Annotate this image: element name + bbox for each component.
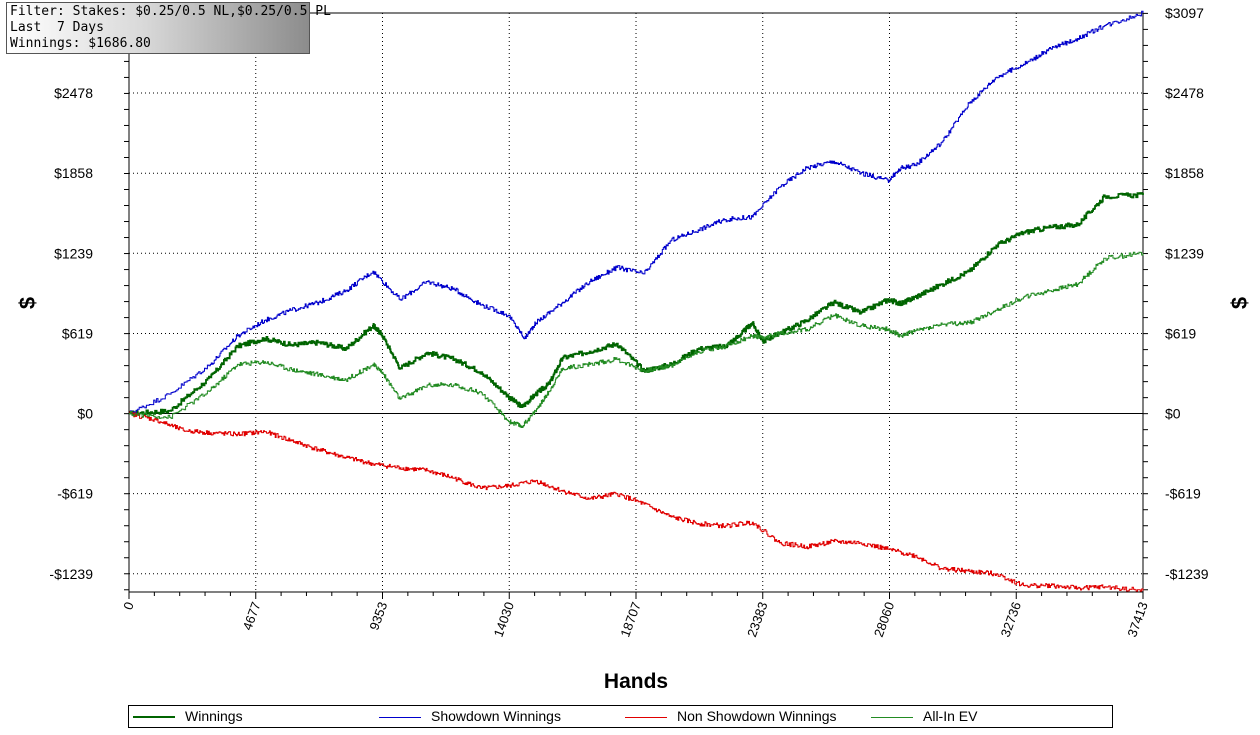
legend-label-non-showdown: Non Showdown Winnings: [677, 708, 837, 724]
legend-item-winnings: Winnings: [133, 706, 243, 727]
y-tick-label-left: $1239: [54, 245, 93, 261]
filter-winnings-text: Winnings: $1686.80: [10, 36, 151, 51]
series-line-non-showdown-winnings: [129, 411, 1144, 592]
filter-stakes-text: Filter: Stakes: $0.25/0.5 NL,$0.25/0.5 P…: [10, 4, 331, 19]
x-tick-label: 23383: [744, 600, 770, 639]
legend-swatch-non-showdown: [625, 716, 667, 718]
x-tick-label: 28060: [871, 600, 897, 639]
y-tick-label-left: $619: [62, 325, 93, 341]
legend-label-showdown: Showdown Winnings: [431, 708, 561, 724]
filter-info-box: Filter: Stakes: $0.25/0.5 NL,$0.25/0.5 P…: [6, 2, 331, 54]
x-tick-label: 0: [120, 600, 137, 612]
x-tick-label: 18707: [617, 600, 643, 639]
y-tick-label-right: $1858: [1165, 165, 1204, 181]
y-tick-label-left: -$1239: [49, 566, 93, 582]
legend-swatch-showdown: [379, 716, 421, 718]
legend-swatch-winnings: [133, 716, 175, 719]
legend-item-showdown: Showdown Winnings: [379, 706, 561, 727]
tick-labels: 0 4677 9353 14030 18707 23383 28060 32736 37413 $…: [49, 5, 1208, 639]
y-tick-label-left: $2478: [54, 85, 93, 101]
y-tick-label-left: $0: [77, 406, 93, 422]
x-tick-label: 14030: [491, 600, 517, 639]
y-tick-label-left: -$619: [57, 486, 93, 502]
chart-legend: Winnings Showdown Winnings Non Showdown …: [128, 705, 1113, 728]
filter-period-text: Last 7 Days: [10, 20, 104, 35]
y-tick-label-right: $1239: [1165, 245, 1204, 261]
x-tick-label: 37413: [1124, 600, 1150, 639]
series-line-winnings: [129, 192, 1144, 417]
x-tick-label: 32736: [998, 600, 1024, 639]
y-axis-label-right: $: [1227, 296, 1253, 310]
series-lines: [129, 10, 1144, 592]
legend-label-allin-ev: All-In EV: [923, 708, 978, 724]
legend-item-non-showdown: Non Showdown Winnings: [625, 706, 837, 727]
y-axis-label-left: $: [15, 296, 41, 310]
series-line-all-in-ev: [129, 251, 1144, 428]
series-line-showdown-winnings: [129, 10, 1144, 414]
x-tick-label: 4677: [240, 600, 264, 632]
legend-label-winnings: Winnings: [185, 708, 243, 724]
y-tick-label-right: $2478: [1165, 85, 1204, 101]
x-axis-label: Hands: [603, 670, 669, 693]
legend-item-allin-ev: All-In EV: [871, 706, 977, 727]
y-tick-label-right: $619: [1165, 325, 1196, 341]
y-tick-label-right: -$619: [1165, 486, 1201, 502]
legend-swatch-allin-ev: [871, 716, 913, 718]
y-tick-label-right: -$1239: [1165, 566, 1209, 582]
y-tick-label-left: $1858: [54, 165, 93, 181]
x-tick-label: 9353: [366, 600, 390, 632]
y-tick-label-right: $0: [1165, 406, 1181, 422]
grid-lines: [129, 13, 1143, 592]
y-tick-label-right: $3097: [1165, 5, 1204, 21]
